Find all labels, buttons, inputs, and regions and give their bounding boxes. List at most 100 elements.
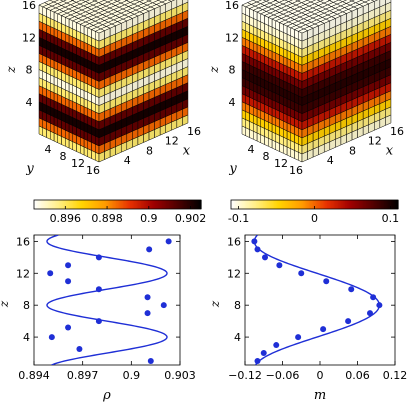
colorbar-segment: [235, 200, 238, 209]
x-tick-label: −0.12: [228, 369, 262, 382]
colorbar-segment: [166, 200, 169, 209]
colorbar-segment: [295, 200, 298, 209]
cube-cell-top-face: [71, 0, 83, 3]
colorbar-segment: [34, 200, 36, 209]
cube-cell-top-face: [59, 0, 67, 2]
line-plot-rho: 0.894 0.897 0.9 0.903 4 8 12 16 ρ z: [0, 234, 196, 403]
colorbar-segment: [354, 200, 357, 209]
colorbar-segment: [99, 200, 102, 209]
colorbar-segment: [371, 200, 374, 209]
colorbar-segment: [364, 200, 367, 209]
y-tick-label: 12: [16, 267, 30, 280]
colorbar-segment: [370, 200, 373, 209]
cube-y-axis-label: y: [228, 162, 237, 177]
colorbar-segment: [300, 200, 303, 209]
cube-z-tick-label: 16: [22, 0, 36, 12]
cube-cell-right-face: [171, 0, 178, 10]
colorbar-segment: [340, 200, 343, 209]
cube-y-tick-label: 4: [248, 143, 255, 156]
colorbar-segment: [155, 200, 158, 209]
cube-cell-top-face: [146, 0, 152, 2]
colorbar-segment: [297, 200, 300, 209]
cube-cell-top-face: [125, 0, 137, 3]
colorbar-segment: [102, 200, 105, 209]
colorbar-segment: [246, 200, 249, 209]
colorbar-segment: [60, 200, 63, 209]
colorbar-segment: [388, 200, 391, 209]
cube-y-tick-label: 16: [86, 164, 100, 177]
colorbar-segment: [253, 200, 256, 209]
x-tick-label: 0.9: [123, 369, 141, 382]
colorbar-segment: [313, 200, 316, 209]
data-point: [370, 294, 377, 301]
colorbar-segment: [392, 200, 395, 209]
colorbar-segment: [237, 200, 240, 209]
colorbar-segment: [153, 200, 156, 209]
cube-z-tick-label: 4: [229, 96, 236, 109]
x-tick-label: 0: [317, 369, 324, 382]
data-point: [320, 326, 327, 333]
colorbar-segment: [78, 200, 81, 209]
colorbar-segment: [164, 200, 167, 209]
colorbar-segment: [264, 200, 267, 209]
colorbar-segment: [91, 200, 94, 209]
colorbar-segment: [196, 200, 199, 209]
data-point: [298, 270, 305, 277]
colorbar-segment: [268, 200, 271, 209]
cube-cell-top-face: [262, 0, 270, 2]
data-point: [348, 286, 355, 293]
colorbar-segment: [321, 200, 324, 209]
colorbar-segment: [271, 200, 274, 209]
y-tick-label: 4: [23, 331, 30, 344]
colorbar-segment: [374, 200, 377, 209]
colorbar-segment: [261, 200, 264, 209]
colorbar-segment: [86, 200, 89, 209]
colorbar-segment: [328, 200, 331, 209]
colorbar-tick-label: 0.902: [175, 212, 207, 225]
cube-cell-top-face: [265, 0, 277, 4]
colorbar-segment: [317, 200, 320, 209]
colorbar-segment: [386, 200, 389, 209]
colorbar-segment: [335, 200, 338, 209]
colorbar-segment: [124, 200, 127, 209]
colorbar-segment: [272, 200, 275, 209]
cube-x-tick-label: 4: [327, 154, 334, 167]
colorbar-segment: [275, 200, 278, 209]
colorbar-segment: [136, 200, 139, 209]
colorbar-segment: [111, 200, 114, 209]
colorbar-segment: [61, 200, 64, 209]
colorbar-segment: [180, 200, 183, 209]
colorbar-segment: [361, 200, 364, 209]
colorbar-segment: [145, 200, 148, 209]
cube-cell-top-face: [338, 0, 347, 2]
cube-cell-top-face: [129, 0, 141, 5]
colorbar-segment: [98, 200, 101, 209]
colorbar-segment: [174, 200, 177, 209]
data-point: [273, 342, 280, 349]
x-tick-label: 0.903: [164, 369, 196, 382]
colorbar-segment: [148, 200, 151, 209]
y-axis-label: z: [208, 300, 222, 308]
cube-cell-top-face: [319, 0, 331, 4]
colorbar-segment: [117, 200, 120, 209]
y-axis-label: z: [0, 300, 11, 308]
colorbar-segment: [178, 200, 181, 209]
cube-cell-top-face: [148, 0, 159, 3]
cube-y-tick-label: 16: [289, 164, 303, 177]
y-tick-label: 8: [234, 299, 241, 312]
colorbar-segment: [243, 200, 246, 209]
colorbar-segment: [127, 200, 130, 209]
colorbar-segment: [267, 200, 270, 209]
x-tick-label: 0.894: [18, 369, 50, 382]
cube-cell-top-face: [274, 0, 286, 3]
cube-cell-top-face: [167, 0, 175, 2]
cube-cell-top-face: [295, 0, 301, 2]
colorbar-segment: [47, 200, 50, 209]
colorbar-segment: [378, 200, 381, 209]
colorbar-segment: [244, 200, 247, 209]
colorbar-segment: [191, 200, 194, 209]
colorbar-segment: [150, 200, 153, 209]
colorbar-segment: [189, 200, 192, 209]
colorbar-segment: [75, 200, 78, 209]
colorbar-segment: [162, 200, 165, 209]
